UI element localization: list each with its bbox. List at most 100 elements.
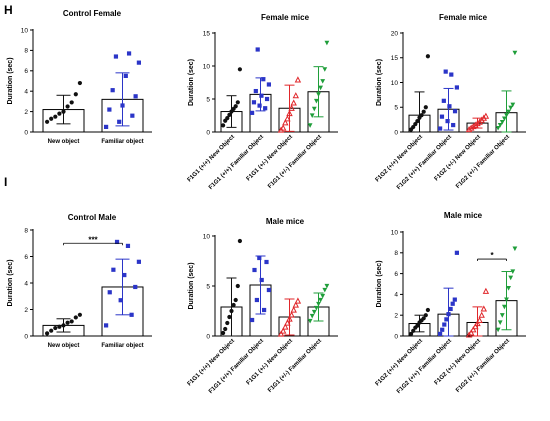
data-point <box>508 105 514 111</box>
data-point <box>307 123 313 128</box>
data-point <box>320 293 326 299</box>
data-point <box>45 331 50 336</box>
data-point <box>446 312 451 317</box>
y-tick-label: 0 <box>394 333 398 340</box>
data-point <box>292 92 300 99</box>
chart-title: Female mice <box>261 13 310 22</box>
data-point <box>495 125 501 131</box>
data-point <box>65 104 70 109</box>
y-tick-label: 0 <box>394 129 398 136</box>
data-point <box>322 67 328 72</box>
data-point <box>504 297 509 303</box>
chart-title: Female mice <box>439 13 488 22</box>
x-category-label: New object <box>48 343 80 349</box>
data-point <box>292 301 300 308</box>
data-point <box>279 327 287 334</box>
data-point <box>480 305 488 312</box>
data-point <box>227 112 232 117</box>
data-point <box>61 323 66 328</box>
chart-title: Control Female <box>63 9 122 18</box>
chart-2: Female mice Duration (sec) 0 5 10 15 F1G1 (+/+… <box>187 13 338 191</box>
data-point <box>73 315 78 320</box>
chart-4: Control Male Duration (sec) 0 2 4 6 8 New objec… <box>7 213 152 349</box>
y-tick-label: 4 <box>24 280 28 287</box>
data-point <box>499 313 505 318</box>
data-point <box>264 259 269 265</box>
data-point <box>114 239 120 245</box>
data-point <box>290 306 297 313</box>
data-point <box>266 287 271 293</box>
data-point <box>482 287 490 294</box>
data-point <box>508 275 514 281</box>
y-axis-label: Duration (sec) <box>7 57 14 104</box>
data-point <box>474 319 481 327</box>
significance-label: * <box>490 251 494 260</box>
y-tick-label: 10 <box>203 233 211 240</box>
data-point <box>49 328 54 333</box>
data-point <box>233 104 238 109</box>
y-tick-label: 5 <box>206 283 210 290</box>
data-point <box>411 328 416 333</box>
data-point <box>425 307 430 313</box>
y-tick-label: 6 <box>24 254 28 261</box>
data-point <box>324 283 330 289</box>
data-point <box>45 119 50 124</box>
data-point <box>497 320 503 325</box>
x-category-label: F1G2 (+/+) Familiar Object <box>396 134 453 191</box>
data-point <box>221 123 226 128</box>
data-point <box>474 120 481 127</box>
data-point <box>286 315 293 322</box>
data-point <box>122 272 127 278</box>
data-point <box>423 105 428 110</box>
data-point <box>250 317 255 323</box>
data-point <box>227 314 232 320</box>
data-point <box>447 104 452 109</box>
x-category-label: F1G2 (+/+) New Object <box>375 134 424 183</box>
data-point <box>506 286 511 291</box>
chart-title: Control Male <box>68 213 117 222</box>
data-point <box>411 124 416 130</box>
y-tick-label: 0 <box>206 333 210 340</box>
x-category-label: F1G1 (+/+) New Object <box>187 338 236 387</box>
data-point <box>320 79 326 84</box>
data-point <box>413 121 418 127</box>
data-point <box>318 85 323 91</box>
data-point <box>314 98 319 104</box>
x-category-label: F1G1 (+/+) New Object <box>187 134 236 183</box>
data-point <box>454 85 459 90</box>
data-point <box>251 100 257 105</box>
data-point <box>284 319 291 326</box>
data-point <box>235 100 240 105</box>
data-point <box>307 318 313 324</box>
data-point <box>277 330 285 337</box>
charts-group: Control Female Duration (sec) 0 2 4 6 8 10 New o… <box>7 9 526 395</box>
y-tick-label: 20 <box>391 30 399 37</box>
y-tick-label: 15 <box>391 55 399 62</box>
data-point <box>470 122 477 130</box>
data-point <box>451 122 456 128</box>
data-point <box>255 47 260 52</box>
data-point <box>502 116 507 122</box>
data-point <box>454 250 459 255</box>
data-point <box>415 323 420 328</box>
data-point <box>136 259 141 264</box>
data-point <box>472 323 479 330</box>
data-point <box>450 301 455 306</box>
data-point <box>53 114 58 119</box>
data-point <box>482 112 490 119</box>
data-point <box>439 114 445 119</box>
data-point <box>125 243 131 248</box>
data-point <box>233 297 238 303</box>
data-point <box>77 312 82 317</box>
y-tick-label: 8 <box>394 250 398 257</box>
y-axis-label: Duration (sec) <box>188 59 195 106</box>
data-point <box>254 297 259 303</box>
data-point <box>61 109 66 114</box>
data-point <box>472 121 479 128</box>
data-point <box>311 106 317 112</box>
data-point <box>288 311 295 318</box>
data-point <box>107 290 112 295</box>
data-point <box>504 113 509 118</box>
panel-letter-h: H <box>4 3 13 17</box>
y-tick-label: 10 <box>21 27 29 34</box>
